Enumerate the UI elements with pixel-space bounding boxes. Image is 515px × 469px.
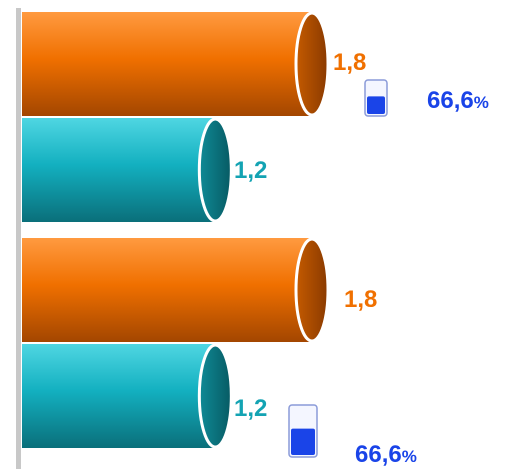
bar-1-orange xyxy=(22,12,328,116)
bar-1-teal xyxy=(22,118,232,222)
value-label-1-1: 1,8 xyxy=(333,49,366,76)
value-label-2-1: 1,8 xyxy=(344,286,377,313)
gauge-fill xyxy=(367,96,385,114)
y-axis-line xyxy=(16,8,21,469)
value-label-2-2: 1,2 xyxy=(234,395,267,422)
bar-1-teal-cap xyxy=(197,117,233,223)
bar-2-orange xyxy=(22,238,328,342)
bar-2-teal xyxy=(22,344,232,449)
percent-label-2: 66,6% xyxy=(355,441,417,468)
bar-2-orange-cap xyxy=(294,237,330,343)
bar-1-orange-cap xyxy=(294,11,330,117)
value-label-1-2: 1,2 xyxy=(234,157,267,184)
percent-label-1: 66,6% xyxy=(427,87,489,114)
gauge-fill xyxy=(291,428,315,455)
bar-2-teal-cap xyxy=(197,343,233,449)
